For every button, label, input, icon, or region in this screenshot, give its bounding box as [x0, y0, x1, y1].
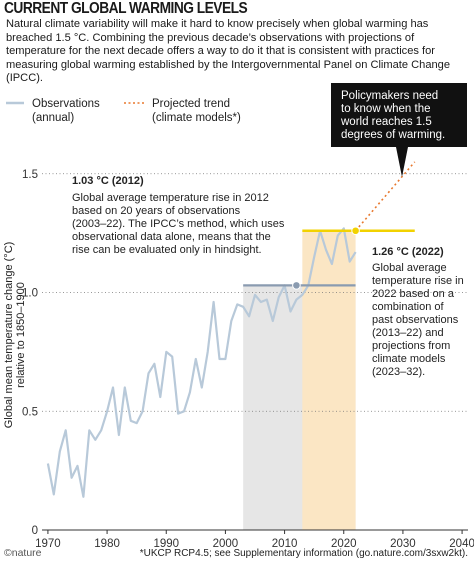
x-tick-label: 2020 [331, 538, 357, 550]
x-tick-label: 1990 [153, 538, 179, 550]
annotation-2022-line: 2022 based on a [372, 288, 455, 300]
annotation-2022-line: temperature rise in [372, 275, 464, 287]
callout-line: world reaches 1.5 [340, 116, 432, 128]
y-axis-subtitle: relative to 1850–1900 [15, 282, 27, 388]
x-tick-label: 2000 [213, 538, 239, 550]
window-2013–32 [302, 230, 356, 530]
x-tick-label: 2040 [449, 538, 474, 550]
annotation-2012-line: (2003–22). The IPCC’s method, which uses [72, 218, 285, 230]
annotation-2012-line: based on 20 years of observations [72, 205, 241, 217]
callout-line: Policymakers need [341, 90, 438, 102]
legend-projected-label: Projected trend [152, 98, 230, 110]
legend-projected-sublabel: (climate models*) [152, 112, 241, 124]
x-tick-label: 2030 [390, 538, 416, 550]
annotation-2022-line: combination of [372, 301, 444, 313]
annotation-2022-line: climate models [372, 353, 446, 365]
annotation-2022: 1.26 °C (2022) Global average temperatur… [372, 246, 464, 378]
level-marker-2012 [292, 281, 301, 290]
callout-line: to know when the [341, 103, 431, 115]
x-tick-label: 1970 [35, 538, 61, 550]
axes: 0 0.5 1.0 1.5 1970 1980 1990 2000 2010 2020 2030 20… [22, 169, 474, 550]
callout-line: degrees of warming. [341, 129, 445, 141]
annotation-2022-line: projections from [372, 340, 450, 352]
y-tick-label: 1.0 [22, 288, 38, 300]
shaded-windows [243, 230, 356, 530]
intro-text: Natural climate variability will make it… [6, 18, 451, 85]
annotation-2012-line: Global average temperature rise in 2012 [72, 192, 269, 204]
y-tick-label: 0.5 [22, 406, 38, 418]
legend-observations-label: Observations [32, 98, 100, 110]
annotation-2022-line: (2023–32). [372, 366, 425, 378]
x-tick-label: 2010 [272, 538, 298, 550]
legend-observations-sublabel: (annual) [32, 112, 74, 124]
annotation-2022-line: (2013–22) and [372, 327, 444, 339]
annotation-2022-head: 1.26 °C (2022) [372, 246, 444, 258]
annotation-2012: 1.03 °C (2012) Global average temperatur… [72, 175, 285, 256]
annotation-2022-line: past observations [372, 314, 459, 326]
footnote: *UKCP RCP4.5; see Supplementary informat… [139, 548, 468, 559]
annotation-2012-head: 1.03 °C (2012) [72, 175, 144, 187]
callout-box [331, 83, 467, 147]
y-tick-label: 1.5 [22, 169, 38, 181]
observations-line [46, 227, 357, 498]
series-layer [46, 161, 416, 498]
annotation-2012-line: rise can be evaluated only in hindsight. [72, 244, 262, 256]
y-tick-label: 0 [32, 525, 38, 537]
level-lines [243, 226, 415, 290]
gridlines [42, 173, 468, 412]
annotation-2022-line: Global average [372, 262, 447, 274]
policymakers-callout: Policymakers need to know when the world… [331, 83, 467, 177]
chart-title: CURRENT GLOBAL WARMING LEVELS [4, 0, 248, 17]
y-axis-title: Global mean temperature change (°C) [3, 242, 15, 429]
projected-trend-line [354, 161, 416, 232]
level-marker-2022 [351, 226, 360, 236]
nature-logo: ©nature [4, 547, 42, 559]
annotation-2012-line: observational data alone, means that the [72, 231, 271, 243]
callout-pointer [396, 147, 408, 177]
x-tick-label: 1980 [94, 538, 120, 550]
